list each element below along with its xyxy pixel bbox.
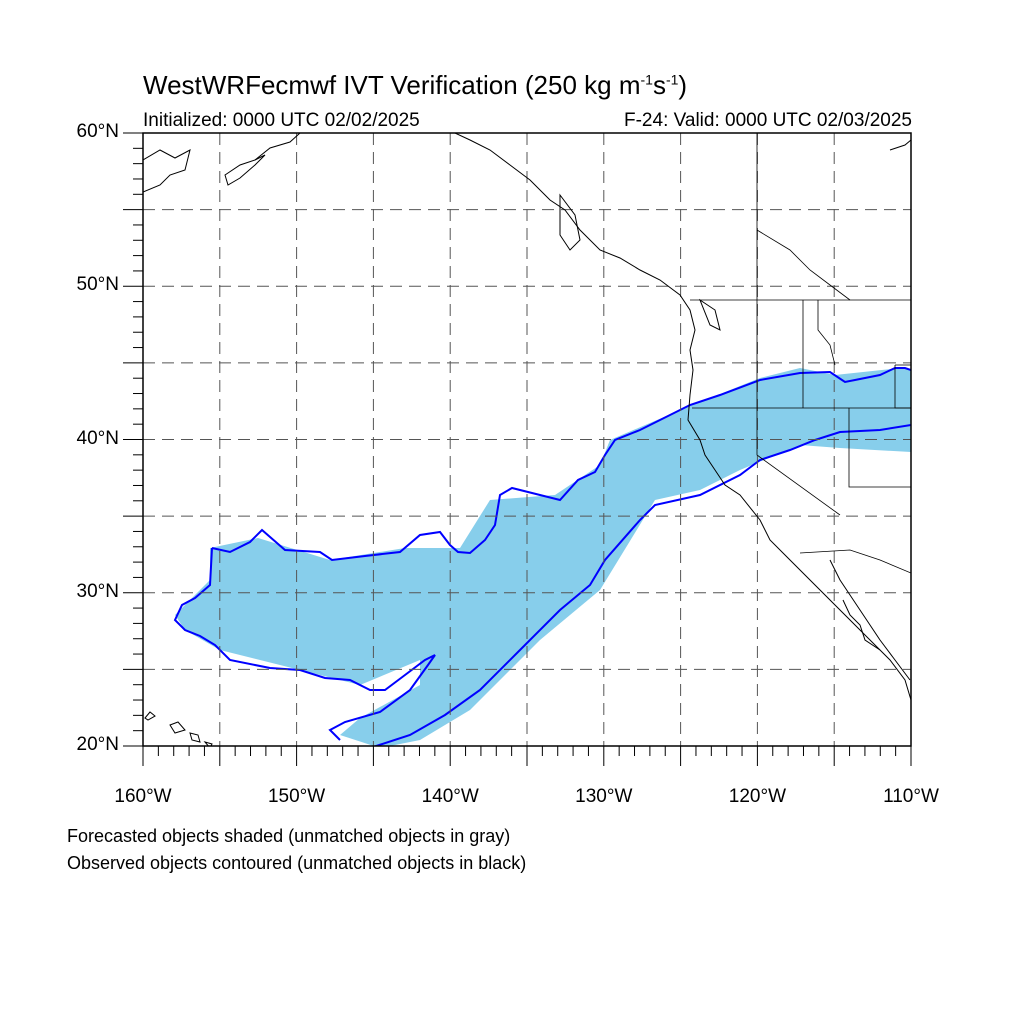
chart-title: WestWRFecmwf IVT Verification (250 kg m-…: [143, 70, 688, 100]
observed-object-contour: [173, 367, 911, 746]
latitude-label: 30°N: [76, 580, 119, 602]
forecast-object-shade: [175, 368, 911, 746]
note-forecast: Forecasted objects shaded (unmatched obj…: [67, 826, 511, 846]
longitude-label: 110°W: [883, 786, 939, 807]
latitude-label: 60°N: [76, 121, 119, 142]
latitude-label: 20°N: [76, 734, 119, 755]
longitude-label: 150°W: [267, 786, 326, 807]
latitude-label: 40°N: [76, 427, 119, 449]
latitude-label: 50°N: [76, 274, 119, 296]
graticule: [143, 133, 911, 746]
axis-ticks: [123, 132, 912, 766]
longitude-label: 160°W: [114, 786, 172, 807]
longitude-label: 120°W: [728, 786, 786, 807]
valid-time: F-24: Valid: 0000 UTC 02/03/2025: [624, 110, 912, 131]
initialized-time: Initialized: 0000 UTC 02/02/2025: [143, 110, 420, 131]
coastlines: [143, 133, 911, 746]
longitude-label: 130°W: [575, 786, 633, 807]
longitude-label: 140°W: [421, 786, 479, 807]
note-observed: Observed objects contoured (unmatched ob…: [67, 853, 527, 873]
political-borders: [690, 133, 911, 574]
